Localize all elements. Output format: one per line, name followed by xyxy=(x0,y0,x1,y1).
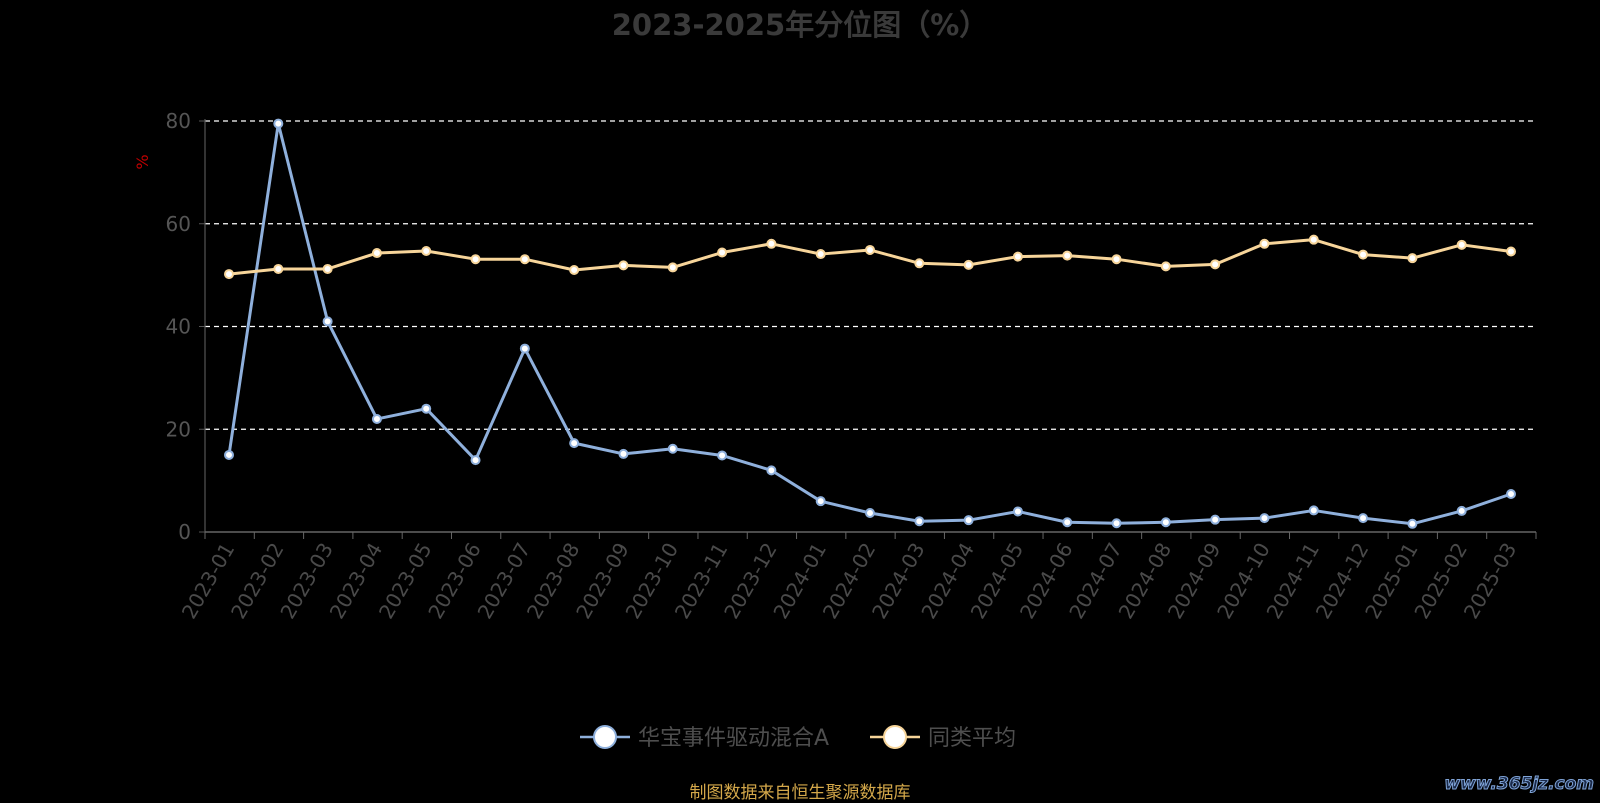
y-axis-label: % xyxy=(133,154,152,169)
y-tick-label: 0 xyxy=(178,520,191,544)
y-tick-label: 40 xyxy=(166,315,191,339)
data-point xyxy=(1210,514,1221,525)
data-point xyxy=(1160,261,1171,272)
data-point xyxy=(322,263,333,274)
data-point xyxy=(421,245,432,256)
data-point xyxy=(1160,517,1171,528)
legend-label: 同类平均 xyxy=(928,726,1016,751)
data-point xyxy=(1308,505,1319,516)
data-point xyxy=(1259,513,1270,524)
data-point xyxy=(322,316,333,327)
data-point xyxy=(865,507,875,518)
y-tick-label: 80 xyxy=(166,109,191,133)
data-point xyxy=(1506,246,1516,257)
legend-marker xyxy=(883,725,907,749)
y-tick-label: 20 xyxy=(166,417,191,441)
y-tick-label: 60 xyxy=(166,212,191,236)
legend: 华宝事件驱动混合A 同类平均 xyxy=(580,725,1016,751)
data-point xyxy=(667,443,678,454)
site-watermark: www.365jz.com xyxy=(1444,774,1595,795)
data-point xyxy=(519,254,530,265)
data-point xyxy=(667,262,678,273)
data-point xyxy=(1062,250,1073,261)
data-point xyxy=(815,496,826,507)
data-point xyxy=(470,254,481,265)
data-point xyxy=(1308,234,1319,245)
series-lines xyxy=(224,118,1516,529)
data-point xyxy=(224,269,234,280)
data-point xyxy=(1259,238,1270,249)
data-source-note: 制图数据来自恒生聚源数据库 xyxy=(689,783,911,803)
data-point xyxy=(1111,518,1122,529)
legend-marker xyxy=(593,725,617,749)
data-point xyxy=(717,247,728,258)
grid-lines xyxy=(205,120,1536,430)
y-axis-ticks: 0 20 40 60 80 xyxy=(166,109,191,544)
data-point xyxy=(1456,239,1467,250)
data-point xyxy=(273,263,284,274)
data-point xyxy=(519,343,530,354)
data-point xyxy=(273,118,284,129)
data-point xyxy=(914,258,925,269)
data-point xyxy=(371,413,382,424)
data-point xyxy=(815,249,826,260)
data-point xyxy=(865,244,875,255)
data-point xyxy=(1506,488,1516,499)
data-point xyxy=(1358,513,1369,524)
data-point xyxy=(1456,505,1467,516)
series-line xyxy=(227,122,1512,526)
data-point xyxy=(963,259,974,270)
data-point xyxy=(618,448,629,459)
data-point xyxy=(914,516,925,527)
series-0 xyxy=(224,118,1516,529)
x-axis-ticks: 2023-012023-022023-032023-042023-052023-… xyxy=(177,539,1522,623)
chart-title: 2023-2025年分位图（%） xyxy=(611,8,989,42)
legend-item-1[interactable]: 同类平均 xyxy=(870,725,1016,751)
data-point xyxy=(766,465,777,476)
legend-item-0[interactable]: 华宝事件驱动混合A xyxy=(580,725,829,751)
data-point xyxy=(1358,249,1369,260)
data-point xyxy=(717,450,728,461)
data-point xyxy=(224,449,234,460)
data-point xyxy=(569,264,580,275)
data-point xyxy=(1012,506,1023,517)
data-point xyxy=(963,515,974,526)
data-point xyxy=(618,260,629,271)
data-point xyxy=(1111,254,1122,265)
data-point xyxy=(1062,517,1073,528)
data-point xyxy=(421,403,432,414)
data-point xyxy=(1012,251,1023,262)
data-point xyxy=(371,248,382,259)
data-point xyxy=(1407,253,1418,264)
series-line xyxy=(228,238,1512,276)
data-point xyxy=(470,455,481,466)
series-1 xyxy=(224,234,1516,280)
legend-label: 华宝事件驱动混合A xyxy=(638,726,829,751)
data-point xyxy=(1407,518,1418,529)
data-point xyxy=(569,438,580,449)
axes xyxy=(199,119,1537,539)
data-point xyxy=(766,238,777,249)
data-point xyxy=(1210,259,1221,270)
